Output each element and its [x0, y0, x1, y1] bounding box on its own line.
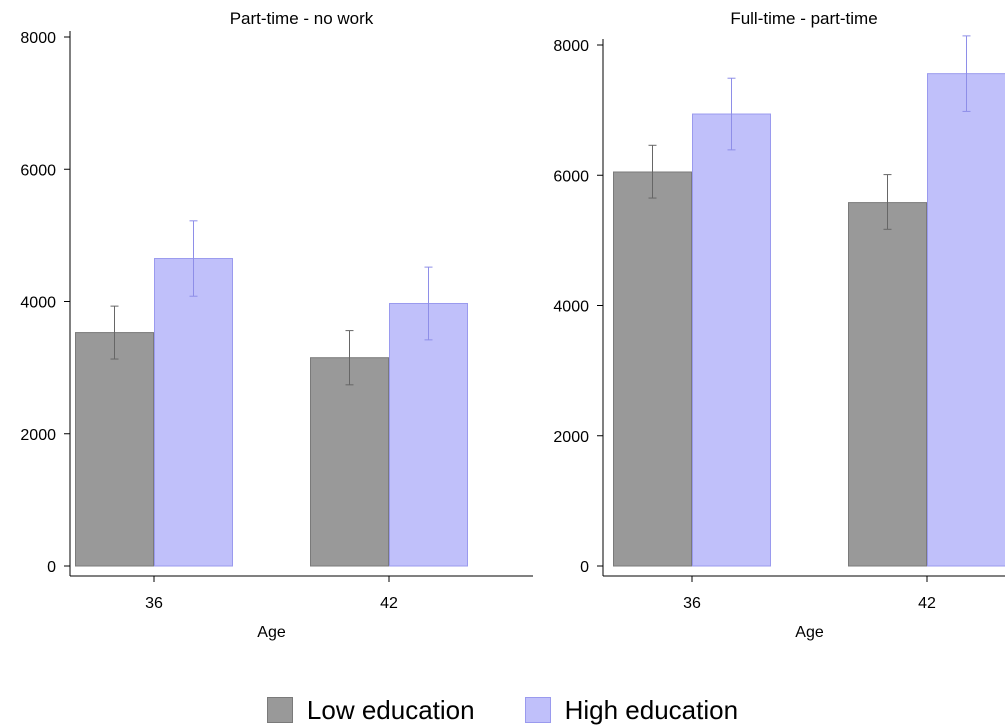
- chart-figure: Part-time - no work 0 2000 4000 6000 8000 36 42…: [20, 9, 1005, 641]
- bar-low-education-36: [613, 171, 692, 567]
- x-tick-label-42: 42: [918, 595, 936, 612]
- y-tick-label: 8000: [20, 30, 56, 47]
- bar-low-education-36: [75, 332, 154, 567]
- x-axis-label: Age: [795, 624, 824, 641]
- legend-swatch-high-education: [524, 697, 551, 723]
- y-tick-label: 4000: [20, 295, 56, 312]
- y-tick-label: 0: [47, 559, 56, 576]
- legend-item-low-education: Low education: [266, 695, 475, 725]
- chart-title: Part-time - no work: [230, 9, 374, 28]
- x-tick-label-42: 42: [380, 595, 398, 612]
- legend: Low education High education: [0, 692, 1005, 728]
- x-axis-label: Age: [257, 624, 286, 641]
- y-tick-label: 6000: [553, 168, 589, 185]
- y-tick-label: 2000: [553, 429, 589, 446]
- legend-swatch-low-education: [266, 697, 293, 723]
- y-tick-label: 4000: [553, 299, 589, 316]
- bar-high-education-36: [692, 113, 771, 567]
- bar-high-education-36: [154, 258, 233, 567]
- y-tick-label: 2000: [20, 427, 56, 444]
- x-tick-label-36: 36: [145, 595, 163, 612]
- x-tick-label-36: 36: [683, 595, 701, 612]
- bar-high-education-42: [927, 73, 1005, 567]
- bar-low-education-42: [310, 357, 389, 567]
- chart-panel-1: Part-time - no work 0 2000 4000 6000 8000 36 42…: [20, 9, 533, 641]
- y-tick-label: 6000: [20, 162, 56, 179]
- chart-title: Full-time - part-time: [730, 9, 877, 28]
- y-tick-label: 8000: [553, 38, 589, 55]
- legend-label-high-education: High education: [564, 695, 739, 725]
- bar-high-education-42: [389, 302, 468, 567]
- y-tick-label: 0: [580, 559, 589, 576]
- legend-label-low-education: Low education: [306, 695, 475, 725]
- chart-panel-2: Full-time - part-time 0 2000 4000 6000 8000 36…: [553, 9, 1005, 641]
- legend-item-high-education: High education: [524, 695, 739, 725]
- bar-low-education-42: [848, 202, 927, 567]
